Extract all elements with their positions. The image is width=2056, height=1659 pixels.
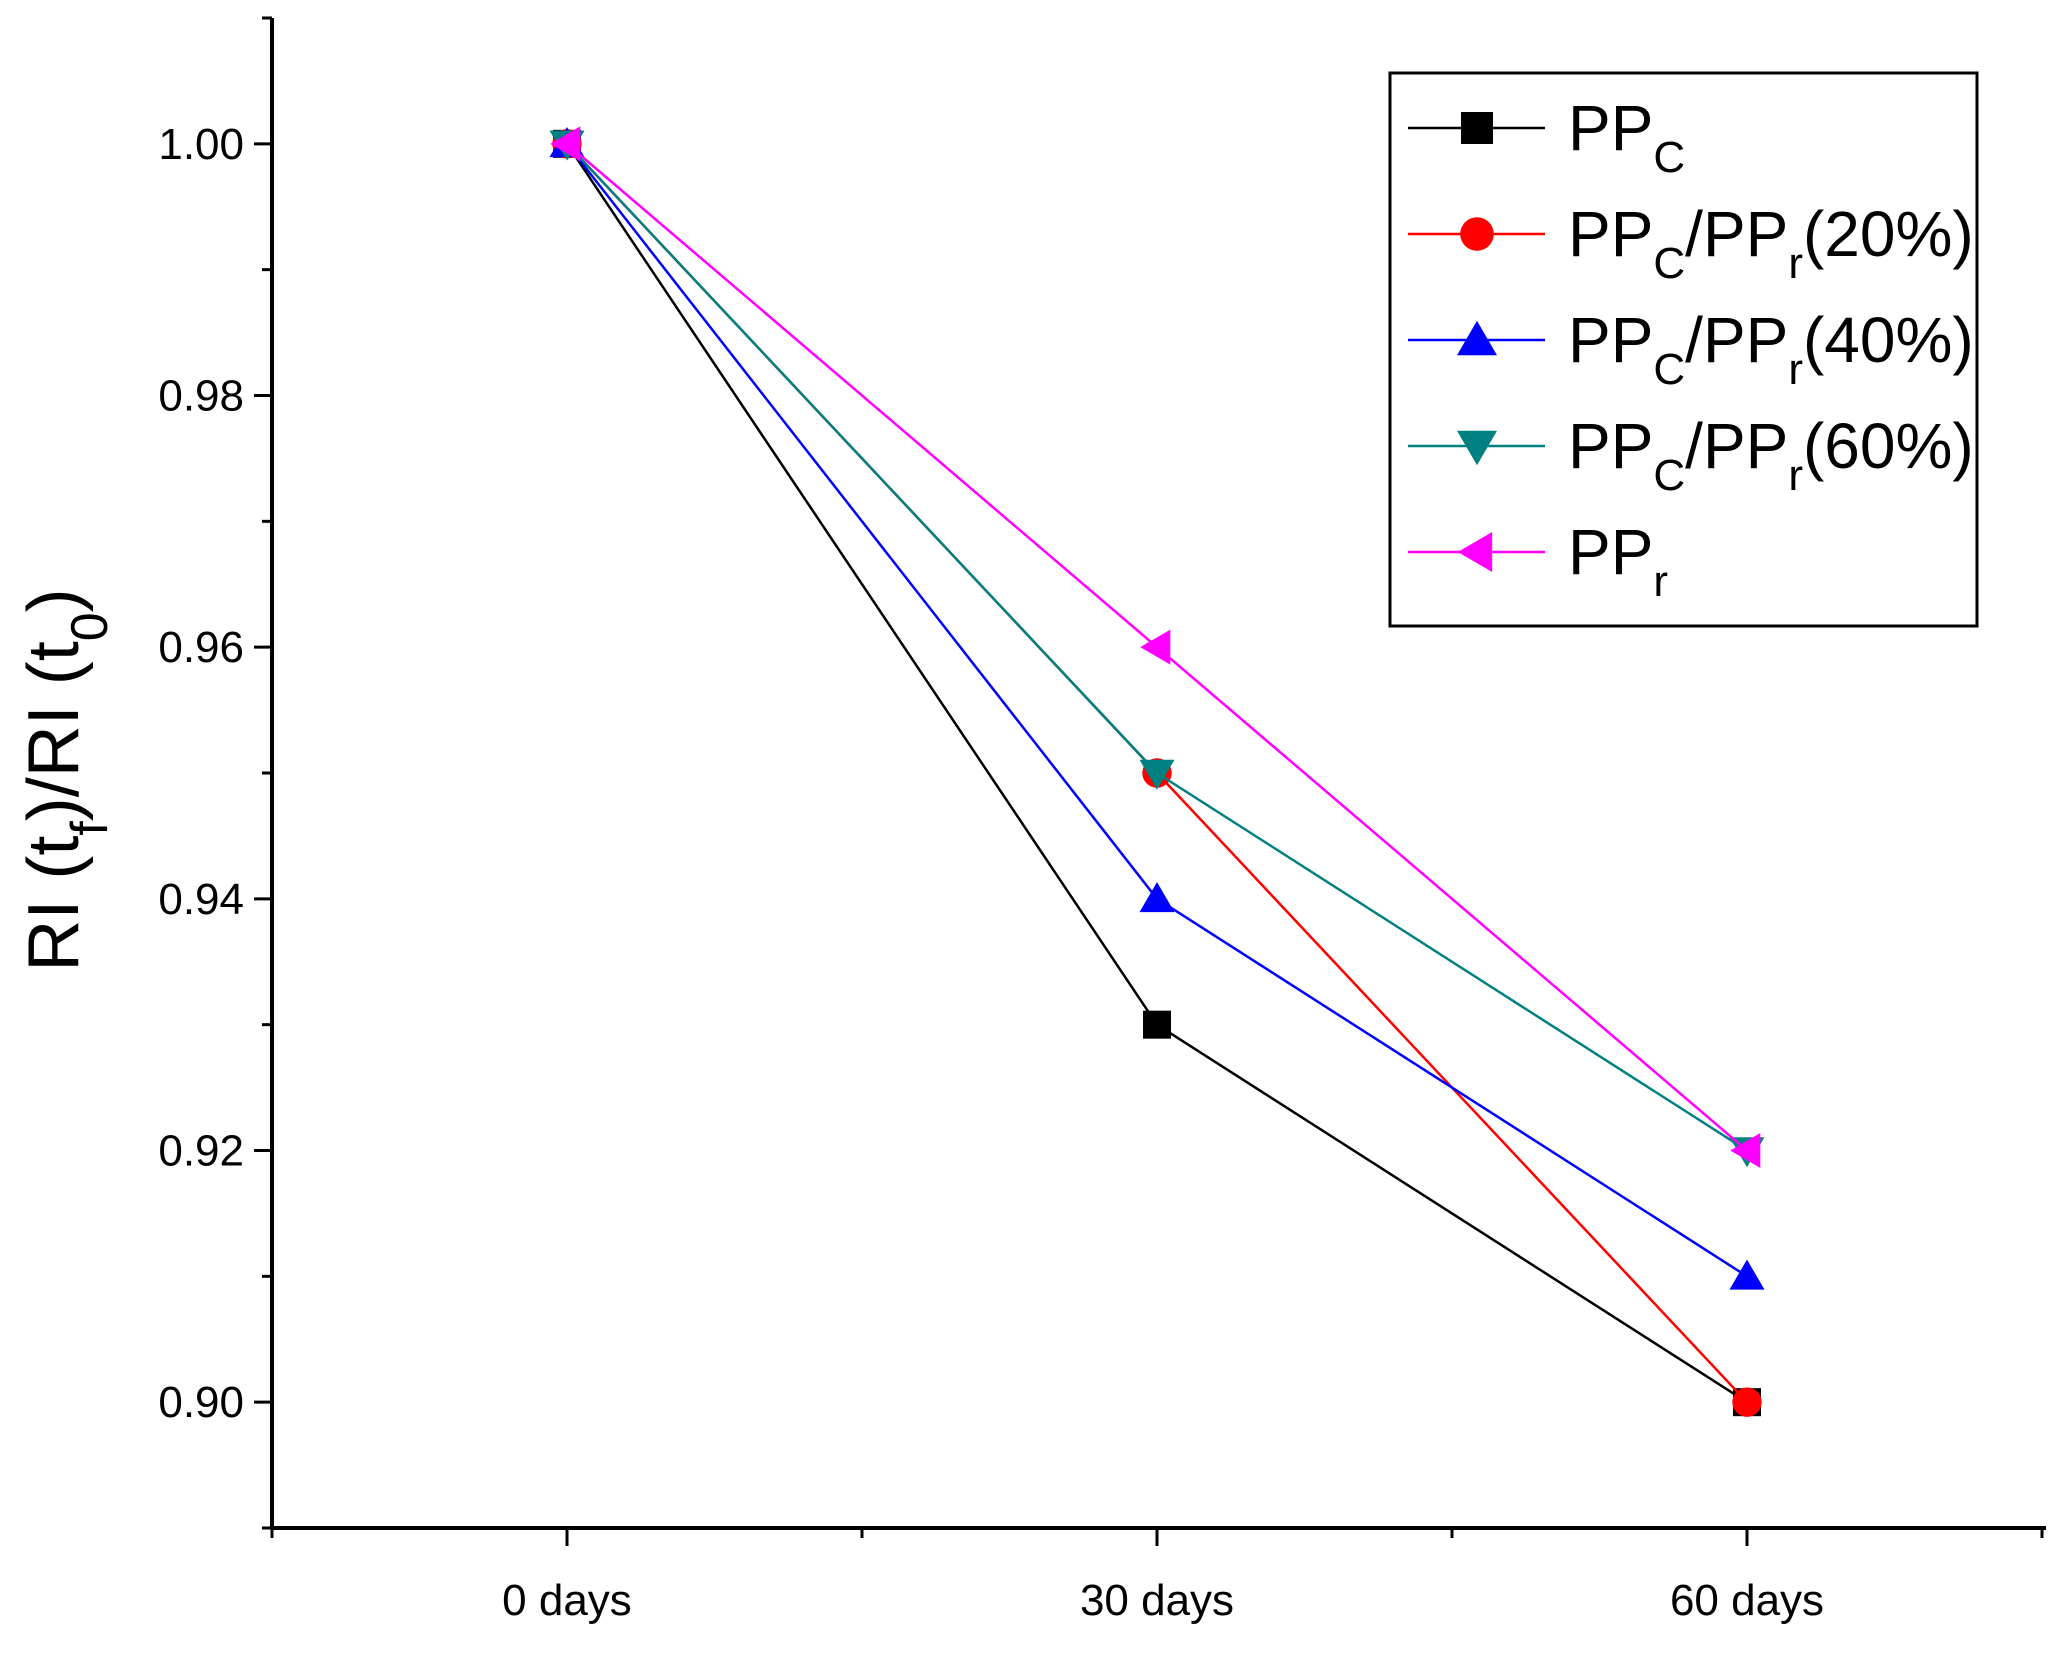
legend-item: PPC/PPr(40%)	[1408, 304, 1974, 394]
data-point	[1730, 1133, 1761, 1168]
series-5	[550, 126, 1761, 1168]
data-point	[1139, 759, 1175, 790]
y-tick-label: 0.94	[158, 875, 244, 924]
legend-item: PPC	[1408, 92, 1685, 182]
data-point	[1139, 882, 1175, 913]
legend-marker	[1461, 112, 1493, 144]
legend-label: PPC/PPr(20%)	[1568, 198, 1974, 288]
x-tick-label: 30 days	[1080, 1576, 1234, 1625]
data-point	[550, 126, 581, 162]
data-point	[1732, 1387, 1762, 1417]
legend: PPC PPC/PPr(20%) PPC/PPr(40%) PPC/PPr(60%) P…	[1388, 71, 1979, 628]
x-tick-label: 0 days	[502, 1576, 632, 1625]
data-point	[1729, 1259, 1765, 1290]
legend-item: PPC/PPr(20%)	[1408, 198, 1974, 288]
legend-marker	[1457, 532, 1493, 572]
legend-label: PPC/PPr(40%)	[1568, 304, 1974, 394]
x-tick-label: 60 days	[1670, 1576, 1824, 1625]
legend-label: PPr	[1568, 516, 1668, 606]
y-axis-title: RI (tf)/RI (t0)	[14, 588, 119, 971]
y-tick-label: 0.90	[158, 1378, 244, 1427]
axes: 0.90 0.92 0.94 0.96 0.98 1.00 0 days 30 days 60 …	[158, 16, 2046, 1625]
y-tick-label: 0.92	[158, 1127, 244, 1176]
y-tick-label: 0.96	[158, 623, 244, 672]
series-layer	[549, 126, 1765, 1417]
legend-item: PPC/PPr(60%)	[1408, 410, 1974, 500]
legend-marker	[1460, 217, 1494, 251]
legend-marker	[1457, 430, 1497, 466]
legend-item: PPr	[1408, 516, 1668, 606]
data-point	[1140, 629, 1171, 665]
y-tick-label: 1.00	[158, 120, 244, 169]
y-tick-label: 0.98	[158, 372, 244, 421]
legend-marker	[1457, 320, 1497, 356]
data-point	[1143, 1010, 1171, 1039]
legend-label: PPC/PPr(60%)	[1568, 410, 1974, 500]
legend-label: PPC	[1568, 92, 1685, 182]
y-axis-label: RI (tf)/RI (t0)	[14, 588, 119, 971]
